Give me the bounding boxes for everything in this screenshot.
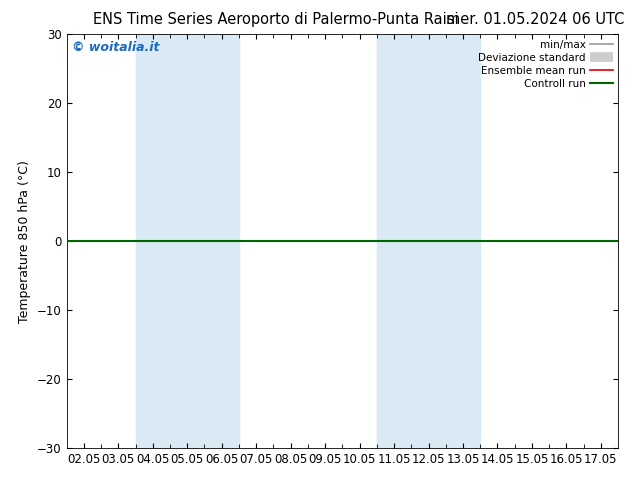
Text: ENS Time Series Aeroporto di Palermo-Punta Raisi: ENS Time Series Aeroporto di Palermo-Pun… bbox=[93, 12, 459, 27]
Bar bbox=[136, 34, 239, 448]
Text: mer. 01.05.2024 06 UTC: mer. 01.05.2024 06 UTC bbox=[446, 12, 624, 27]
Y-axis label: Temperature 850 hPa (°C): Temperature 850 hPa (°C) bbox=[18, 160, 32, 323]
Bar bbox=[377, 34, 480, 448]
Legend: min/max, Deviazione standard, Ensemble mean run, Controll run: min/max, Deviazione standard, Ensemble m… bbox=[479, 40, 613, 89]
Text: © woitalia.it: © woitalia.it bbox=[72, 41, 160, 53]
